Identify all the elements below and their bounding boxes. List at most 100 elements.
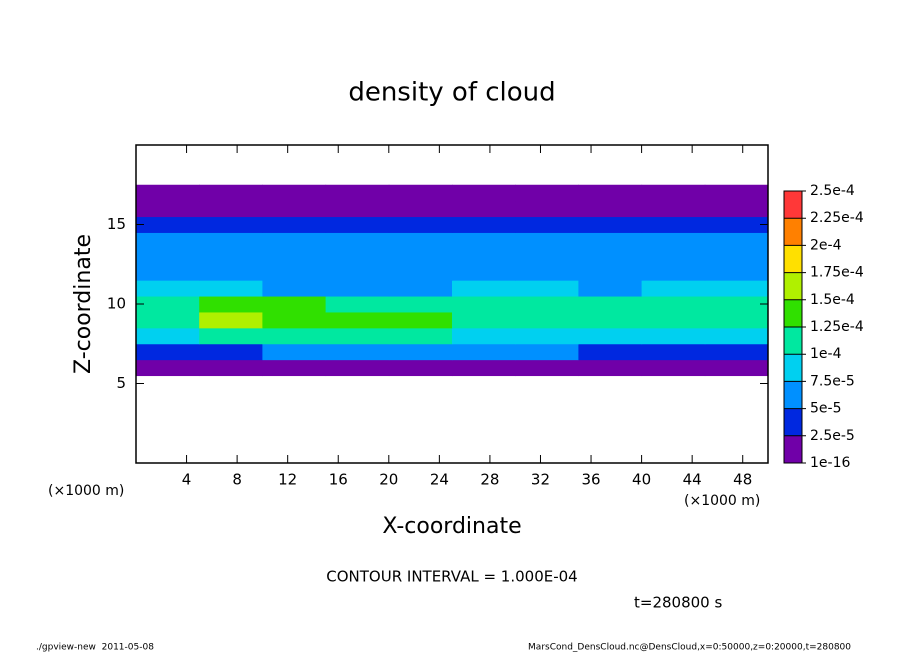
heatmap-cell (325, 216, 390, 233)
heatmap-cell (578, 343, 643, 361)
x-tick-label: 48 (733, 471, 752, 489)
colorbar-label: 1.5e-4 (810, 292, 855, 308)
chart-title: density of cloud (348, 78, 555, 108)
heatmap-cell (515, 327, 579, 345)
heatmap-cell (641, 343, 706, 361)
y-tick-label: 5 (116, 374, 126, 392)
heatmap-cell (262, 184, 327, 202)
heatmap-cell (515, 248, 579, 265)
heatmap-cell (262, 343, 327, 361)
heatmap-cell (578, 232, 643, 249)
heatmap-cell (704, 359, 769, 377)
heatmap-cell (136, 232, 200, 249)
heatmap-cell (388, 200, 453, 218)
heatmap-cell (199, 343, 263, 361)
heatmap-cell (262, 232, 327, 249)
heatmap-cell (578, 184, 643, 202)
heatmap-cell (199, 264, 263, 281)
heatmap-cell (325, 280, 390, 297)
heatmap-cell (388, 280, 453, 297)
x-tick-label: 8 (232, 471, 242, 489)
x-tick-label: 16 (329, 471, 348, 489)
heatmap-cell (388, 232, 453, 249)
heatmap-cell (641, 248, 706, 265)
heatmap-cell (452, 327, 516, 345)
heatmap-cell (199, 200, 263, 218)
colorbar-band (784, 245, 802, 273)
heatmap-cell (515, 184, 579, 202)
heatmap-cell (388, 327, 453, 345)
heatmap-cell (641, 264, 706, 281)
heatmap-cell (578, 216, 643, 233)
heatmap-cell (199, 359, 263, 377)
y-unit: (×1000 m) (48, 483, 124, 499)
heatmap-cell (515, 296, 579, 313)
heatmap-cell (388, 248, 453, 265)
heatmap-cell (262, 264, 327, 281)
heatmap-cell (515, 232, 579, 249)
heatmap-cell (515, 343, 579, 361)
heatmap-cell (388, 216, 453, 233)
colorbar-label: 1.75e-4 (810, 265, 864, 281)
heatmap-cell (641, 200, 706, 218)
heatmap-cell (704, 311, 769, 329)
heatmap-cell (641, 327, 706, 345)
x-tick-label: 20 (379, 471, 398, 489)
heatmap-cell (199, 248, 263, 265)
heatmap-cell (641, 232, 706, 249)
heatmap-cell (136, 216, 200, 233)
heatmap-cell (388, 311, 453, 329)
heatmap-cell (452, 216, 516, 233)
colorbar-band (784, 435, 802, 463)
time-label: t=280800 s (634, 594, 722, 612)
heatmap-cell (704, 200, 769, 218)
y-tick-label: 10 (107, 295, 126, 313)
heatmap-cell (578, 327, 643, 345)
heatmap-cell (262, 296, 327, 313)
x-tick-label: 40 (632, 471, 651, 489)
heatmap-cell (136, 343, 200, 361)
heatmap-cell (325, 359, 390, 377)
heatmap-cell (262, 200, 327, 218)
heatmap-cell (325, 248, 390, 265)
colorbar-label: 1.25e-4 (810, 319, 864, 335)
heatmap-cell (262, 248, 327, 265)
heatmap-cell (325, 327, 390, 345)
heatmap-cell (704, 343, 769, 361)
heatmap-cell (136, 327, 200, 345)
heatmap-cell (136, 359, 200, 377)
x-tick-label: 12 (278, 471, 297, 489)
heatmap-cell (325, 200, 390, 218)
heatmap-cell (199, 184, 263, 202)
colorbar-band (784, 381, 802, 409)
heatmap-cell (136, 311, 200, 329)
heatmap-cell (325, 232, 390, 249)
colorbar-label: 5e-5 (810, 401, 841, 417)
heatmap-cell (136, 184, 200, 202)
heatmap-cell (199, 311, 263, 329)
heatmap-cell (641, 359, 706, 377)
heatmap-cell (262, 216, 327, 233)
heatmap-cell (515, 359, 579, 377)
heatmap-cell (515, 280, 579, 297)
heatmap-cell (578, 264, 643, 281)
y-axis-title: Z-coordinate (71, 234, 96, 374)
footer-left: ./gpview-new 2011-05-08 (36, 643, 154, 653)
colorbar-band (784, 408, 802, 436)
x-tick-label: 32 (531, 471, 550, 489)
heatmap-cell (452, 343, 516, 361)
colorbar-band (784, 299, 802, 327)
heatmap-cell (388, 184, 453, 202)
heatmap-cell (199, 296, 263, 313)
heatmap-cell (136, 264, 200, 281)
heatmap-cell (641, 280, 706, 297)
heatmap-cell (136, 280, 200, 297)
x-tick-label: 28 (480, 471, 499, 489)
colorbar-label: 2.5e-5 (810, 428, 855, 444)
heatmap-cell (515, 200, 579, 218)
heatmap-cell (704, 216, 769, 233)
heatmap-cell (704, 296, 769, 313)
x-tick-label: 4 (182, 471, 192, 489)
heatmap-cell (452, 232, 516, 249)
